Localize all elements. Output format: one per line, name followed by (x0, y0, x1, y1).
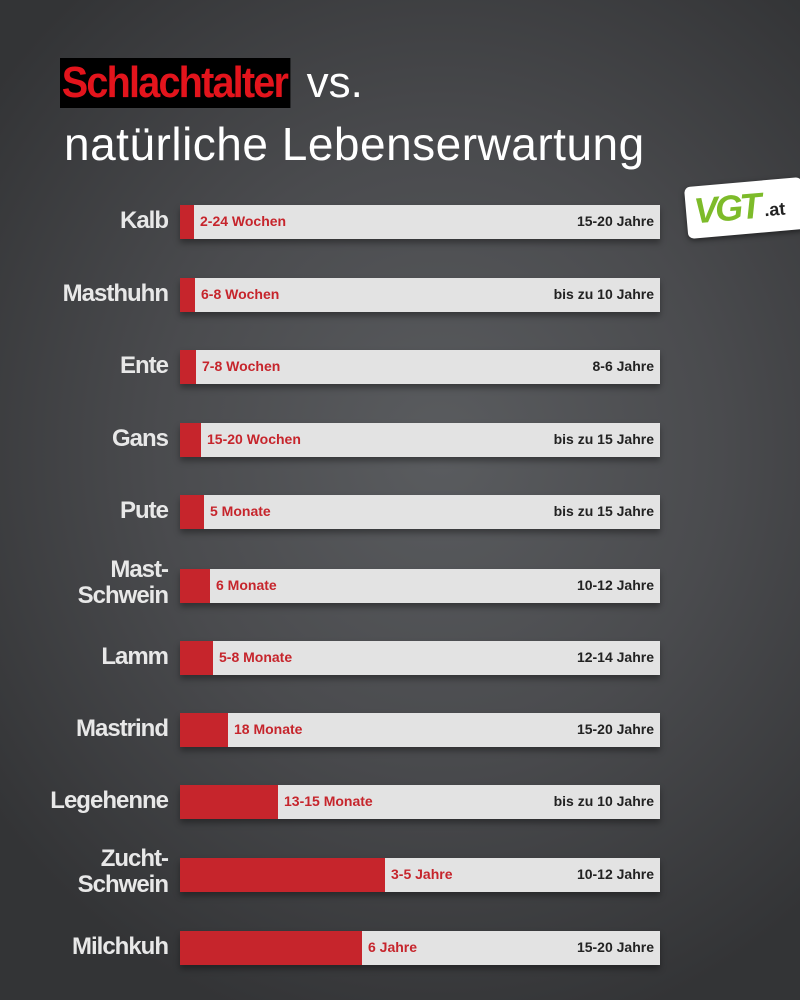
slaughter-age-label: 7-8 Wochen (202, 358, 281, 374)
slaughter-age-bar (180, 495, 204, 529)
life-expectancy-bar: 5 Monate bis zu 15 Jahre (180, 495, 660, 529)
slaughter-age-bar (180, 858, 385, 892)
life-expectancy-bar: 5-8 Monate 12-14 Jahre (180, 641, 660, 675)
bar-row: Mastrind 18 Monate 15-20 Jahre (0, 713, 800, 749)
bar-row: Kalb 2-24 Wochen 15-20 Jahre (0, 205, 800, 241)
animal-label: Milchkuh (71, 933, 169, 960)
life-expectancy-bar: 3-5 Jahre 10-12 Jahre (180, 858, 660, 892)
life-expectancy-bar: 2-24 Wochen 15-20 Jahre (180, 205, 660, 239)
life-expectancy-bar: 7-8 Wochen 8-6 Jahre (180, 350, 660, 384)
life-expectancy-label: 10-12 Jahre (576, 866, 654, 882)
bar-row: Lamm 5-8 Monate 12-14 Jahre (0, 641, 800, 677)
life-expectancy-bar: 6 Monate 10-12 Jahre (180, 569, 660, 603)
title-line-1: Schlachtalter vs. (60, 58, 363, 108)
animal-label: Zucht- Schwein (77, 845, 169, 898)
life-expectancy-label: 15-20 Jahre (576, 939, 654, 955)
life-expectancy-label: bis zu 10 Jahre (553, 286, 654, 302)
bar-row: Ente 7-8 Wochen 8-6 Jahre (0, 350, 800, 386)
animal-label: Masthuhn (62, 280, 169, 307)
slaughter-age-bar (180, 423, 201, 457)
slaughter-age-label: 6-8 Wochen (201, 286, 280, 302)
bar-row: Gans 15-20 Wochen bis zu 15 Jahre (0, 423, 800, 459)
bar-row: Pute 5 Monate bis zu 15 Jahre (0, 495, 800, 531)
bar-row: Zucht- Schwein 3-5 Jahre 10-12 Jahre (0, 846, 800, 898)
life-expectancy-label: 12-14 Jahre (576, 649, 654, 665)
life-expectancy-bar: 18 Monate 15-20 Jahre (180, 713, 660, 747)
slaughter-age-label: 13-15 Monate (284, 793, 373, 809)
slaughter-age-label: 15-20 Wochen (207, 431, 301, 447)
bar-row: Legehenne 13-15 Monate bis zu 10 Jahre (0, 785, 800, 821)
life-expectancy-label: 10-12 Jahre (576, 577, 654, 593)
title-line-2: natürliche Lebenserwartung (64, 118, 645, 170)
animal-label: Pute (119, 497, 169, 524)
life-expectancy-label: 8-6 Jahre (592, 358, 654, 374)
life-expectancy-bar: 6-8 Wochen bis zu 10 Jahre (180, 278, 660, 312)
life-expectancy-bar: 15-20 Wochen bis zu 15 Jahre (180, 423, 660, 457)
animal-label: Gans (111, 425, 169, 452)
animal-label: Lamm (101, 643, 169, 670)
title-highlight: Schlachtalter (60, 58, 291, 108)
slaughter-age-label: 6 Monate (216, 577, 277, 593)
slaughter-age-label: 5 Monate (210, 503, 271, 519)
slaughter-age-bar (180, 205, 194, 239)
slaughter-age-label: 6 Jahre (368, 939, 418, 955)
slaughter-age-label: 5-8 Monate (219, 649, 293, 665)
title-vs: vs. (306, 58, 363, 107)
slaughter-age-label: 3-5 Jahre (391, 866, 453, 882)
life-expectancy-label: bis zu 15 Jahre (553, 503, 654, 519)
slaughter-age-bar (180, 350, 196, 384)
animal-label: Legehenne (50, 787, 169, 814)
life-expectancy-bar: 13-15 Monate bis zu 10 Jahre (180, 785, 660, 819)
slaughter-age-bar (180, 569, 210, 603)
life-expectancy-bar: 6 Jahre 15-20 Jahre (180, 931, 660, 965)
bar-row: Milchkuh 6 Jahre 15-20 Jahre (0, 931, 800, 967)
animal-label: Ente (119, 352, 169, 379)
life-expectancy-label: bis zu 10 Jahre (553, 793, 654, 809)
animal-label: Mastrind (75, 715, 169, 742)
slaughter-age-bar (180, 785, 278, 819)
slaughter-age-label: 2-24 Wochen (200, 213, 287, 229)
life-expectancy-label: 15-20 Jahre (576, 721, 654, 737)
life-expectancy-label: 15-20 Jahre (576, 213, 654, 229)
bar-row: Masthuhn 6-8 Wochen bis zu 10 Jahre (0, 278, 800, 314)
bar-row: Mast- Schwein 6 Monate 10-12 Jahre (0, 557, 800, 609)
slaughter-age-label: 18 Monate (234, 721, 303, 737)
slaughter-age-bar (180, 641, 213, 675)
life-expectancy-label: bis zu 15 Jahre (553, 431, 654, 447)
slaughter-age-bar (180, 713, 228, 747)
animal-label: Kalb (119, 207, 169, 234)
animal-label: Mast- Schwein (77, 556, 169, 609)
slaughter-age-bar (180, 278, 195, 312)
slaughter-age-bar (180, 931, 362, 965)
